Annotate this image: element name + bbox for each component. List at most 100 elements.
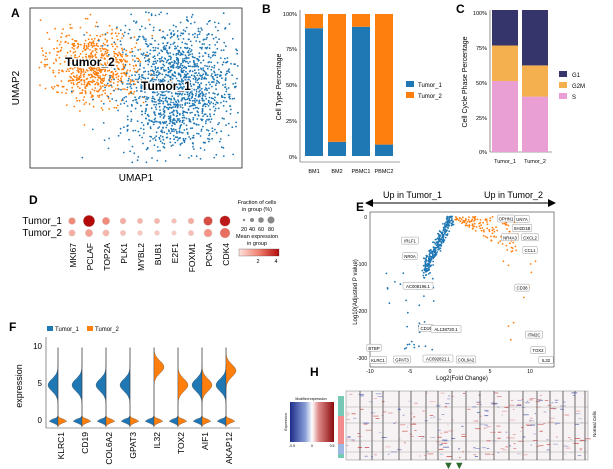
e-gene-label: UN7A — [516, 217, 528, 222]
umap-point-tumor1 — [125, 95, 127, 98]
umap-point-tumor1 — [181, 53, 184, 56]
umap-point-tumor1 — [166, 41, 169, 44]
umap-point-tumor2 — [121, 60, 124, 62]
umap-point-tumor1 — [164, 99, 167, 102]
umap-point-tumor1 — [173, 138, 176, 141]
umap-point-tumor1 — [207, 53, 210, 56]
umap-point-tumor2 — [93, 75, 95, 78]
umap-point-tumor1 — [229, 113, 232, 115]
umap-point-tumor1 — [201, 97, 204, 100]
umap-point-tumor1 — [127, 79, 130, 82]
umap-point-tumor2 — [84, 39, 87, 42]
e-point-tumor2 — [480, 229, 483, 232]
umap-point-tumor1 — [182, 29, 185, 31]
umap-point-tumor1 — [175, 47, 178, 50]
umap-point-tumor1 — [153, 100, 156, 103]
umap-point-tumor2 — [100, 107, 103, 109]
umap-point-tumor2 — [110, 78, 113, 81]
umap-point-tumor1 — [200, 78, 203, 81]
umap-point-tumor2 — [80, 70, 83, 73]
umap-point-tumor1 — [147, 88, 150, 90]
umap-point-tumor1 — [177, 58, 180, 61]
panel-letter-c: C — [456, 2, 465, 16]
d-dot-tumor_1-e2f1 — [171, 218, 177, 224]
h-cell — [485, 410, 489, 412]
umap-point-tumor1 — [102, 64, 104, 67]
h-cell — [565, 447, 571, 449]
b-ytick: 100% — [283, 12, 297, 18]
h-cell — [346, 445, 348, 446]
umap-point-tumor2 — [100, 59, 103, 62]
umap-point-tumor1 — [163, 131, 166, 134]
umap-point-tumor2 — [116, 65, 118, 67]
umap-point-tumor1 — [235, 48, 238, 51]
e-gene-label: OPHN1 — [499, 217, 514, 222]
e-gene-label-box — [422, 354, 454, 363]
umap-point-tumor1 — [177, 72, 180, 75]
umap-point-tumor2 — [117, 80, 119, 83]
umap-point-tumor2 — [67, 62, 69, 64]
e-point-tumor1 — [408, 343, 411, 346]
e-point-tumor2 — [479, 227, 482, 230]
h-cell — [364, 455, 368, 457]
umap-point-tumor1 — [147, 115, 150, 118]
umap-point-tumor1 — [216, 47, 219, 50]
umap-point-tumor1 — [176, 132, 178, 135]
d-gene-label: CDK4 — [221, 243, 231, 266]
umap-point-tumor1 — [153, 72, 155, 75]
b-xticks: BM1 BM2 PBMC1 PBMC2 — [308, 169, 393, 175]
umap-point-tumor1 — [171, 124, 173, 127]
h-cell — [530, 417, 533, 419]
umap-point-tumor1 — [152, 46, 155, 49]
umap-point-tumor1 — [141, 76, 144, 79]
umap-point-tumor1 — [169, 55, 172, 58]
e-point-tumor2 — [502, 222, 504, 225]
panel-letter-a: A — [11, 6, 20, 20]
umap-point-tumor1 — [154, 69, 157, 71]
umap-point-tumor1 — [176, 65, 179, 68]
umap-point-tumor1 — [171, 81, 174, 84]
umap-point-tumor2 — [109, 92, 112, 95]
h-cell — [426, 450, 429, 452]
umap-point-tumor1 — [219, 75, 221, 78]
e-point-tumor2 — [506, 249, 509, 251]
h-cell — [484, 453, 491, 455]
h-cell — [497, 452, 499, 454]
e-point-tumor1 — [445, 233, 447, 236]
umap-point-tumor1 — [162, 42, 165, 45]
umap-point-tumor1 — [182, 61, 184, 64]
umap-point-tumor1 — [150, 136, 153, 138]
umap-point-tumor2 — [61, 85, 64, 88]
umap-point-tumor1 — [119, 127, 122, 130]
h-cell — [422, 436, 425, 438]
umap-point-tumor1 — [175, 83, 178, 85]
umap-point-tumor2 — [89, 92, 92, 95]
e-point-tumor1 — [406, 311, 409, 314]
umap-point-tumor1 — [131, 105, 134, 107]
umap-point-tumor1 — [150, 65, 153, 68]
e-point-tumor1 — [442, 229, 445, 232]
umap-point-tumor2 — [91, 94, 93, 96]
umap-point-tumor2 — [108, 108, 111, 110]
umap-point-tumor1 — [161, 142, 164, 144]
umap-point-tumor1 — [230, 62, 232, 65]
umap-point-tumor1 — [130, 110, 133, 113]
umap-point-tumor1 — [186, 102, 189, 104]
umap-point-tumor2 — [129, 79, 132, 81]
umap-point-tumor1 — [140, 104, 142, 107]
umap-point-tumor1 — [235, 125, 237, 128]
e-point-tumor1 — [410, 340, 413, 343]
b-xtick: PBMC2 — [375, 169, 394, 175]
umap-point-tumor1 — [151, 74, 154, 76]
umap-point-tumor1 — [177, 51, 180, 54]
umap-point-tumor1 — [143, 67, 145, 69]
umap-point-tumor1 — [212, 37, 215, 40]
umap-points — [38, 11, 239, 164]
umap-point-tumor1 — [212, 92, 215, 94]
e-point-tumor2 — [468, 226, 471, 228]
umap-point-tumor1 — [141, 110, 143, 113]
umap-point-tumor2 — [73, 44, 76, 47]
umap-point-tumor1 — [182, 71, 185, 73]
c-yticks: 0% 25% 50% 75% 100% — [473, 11, 487, 156]
umap-point-tumor1 — [123, 96, 126, 99]
